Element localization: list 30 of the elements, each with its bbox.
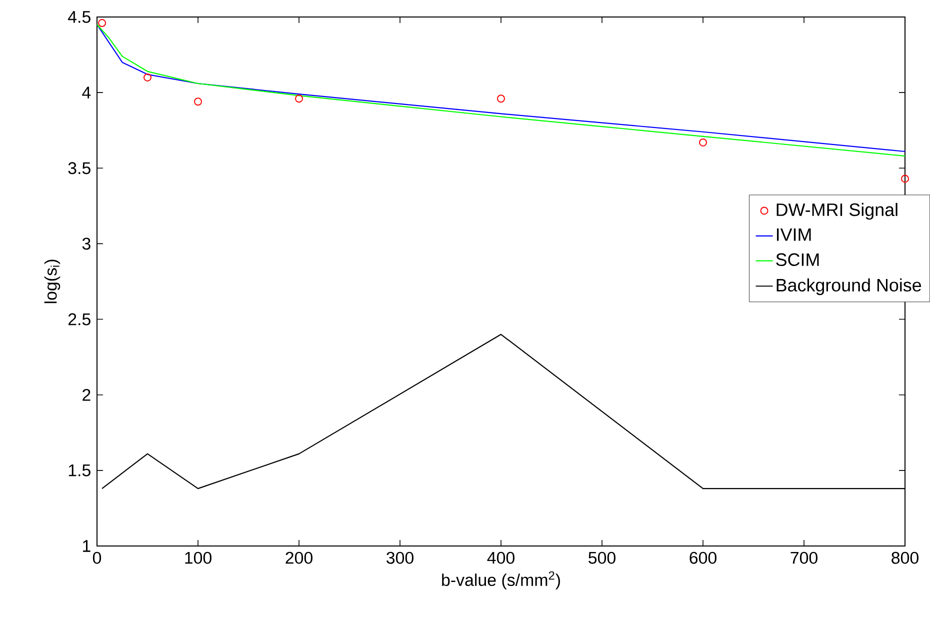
y-axis-title: log(s$_{i}$) xyxy=(44,260,60,304)
legend-label: Background Noise xyxy=(776,278,922,296)
legend-label: SCIM xyxy=(776,253,819,266)
point xyxy=(699,138,708,146)
point xyxy=(194,98,202,106)
y-tick-label: 4 xyxy=(82,86,91,98)
legend-label: DW-MRI Signal xyxy=(776,202,898,220)
point xyxy=(497,94,505,103)
y-tick-label: 4.5 xyxy=(68,11,90,23)
x-tick-label: 100 xyxy=(185,552,212,564)
x-tick-label: 0 xyxy=(92,552,102,564)
legend-label: IVIM xyxy=(776,228,811,241)
y-tick-label: 3.5 xyxy=(68,162,90,174)
x-tick-label: 200 xyxy=(286,552,312,564)
x-tick-label: 300 xyxy=(386,552,414,564)
x-tick-label: 700 xyxy=(790,552,818,564)
y-tick-label: 1 xyxy=(83,540,90,552)
x-tick-label: 500 xyxy=(588,552,616,564)
point xyxy=(144,73,152,82)
point xyxy=(98,19,106,28)
y-tick-label: 2.5 xyxy=(68,313,90,326)
y-tick-label: 3 xyxy=(82,238,90,250)
y-tick-label: 2 xyxy=(82,388,90,401)
x-axis-title: b-value (s/mm$^{2}$) xyxy=(442,571,560,590)
y-tick-label: 1.5 xyxy=(68,464,90,476)
x-tick-label: 600 xyxy=(690,552,716,564)
point xyxy=(295,94,303,103)
point xyxy=(901,174,910,183)
x-tick-label: 800 xyxy=(892,552,918,564)
x-tick-label: 400 xyxy=(487,552,514,564)
